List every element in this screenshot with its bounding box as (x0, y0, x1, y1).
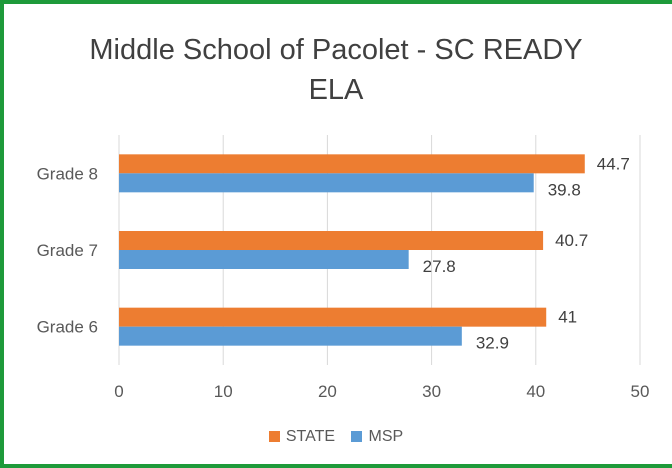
legend-swatch-state (268, 431, 280, 442)
legend-label-state: STATE (285, 428, 336, 445)
chart-title-line-1: Middle School of Pacolet - SC READY (89, 34, 583, 66)
y-tick-label-grade-8: Grade 8 (37, 164, 98, 183)
data-label-msp-grade-7: 27.8 (423, 257, 456, 276)
legend-swatch-msp (351, 431, 363, 442)
chart-title-line-2: ELA (308, 74, 364, 106)
bar-state-grade-6 (119, 307, 547, 327)
bar-msp-grade-6 (119, 326, 462, 346)
y-tick-label-grade-7: Grade 7 (37, 241, 98, 260)
data-label-msp-grade-6: 32.9 (476, 334, 509, 353)
bar-state-grade-7 (119, 231, 544, 250)
legend-label-msp: MSP (368, 428, 404, 445)
x-tick-label-50: 50 (631, 382, 650, 401)
data-label-state-grade-6: 41 (558, 308, 577, 327)
x-tick-label-0: 0 (114, 382, 123, 401)
legend-item-msp: MSP (351, 428, 403, 446)
y-tick-label-grade-6: Grade 6 (37, 318, 98, 337)
bar-msp-grade-8 (119, 173, 534, 193)
legend-item-state: STATE (268, 428, 336, 446)
x-tick-label-10: 10 (214, 382, 233, 401)
x-tick-label-40: 40 (526, 382, 545, 401)
data-label-msp-grade-8: 39.8 (548, 180, 581, 199)
data-label-state-grade-8: 44.7 (597, 154, 630, 173)
x-tick-label-20: 20 (318, 382, 337, 401)
bar-msp-grade-7 (119, 250, 409, 269)
x-tick-label-30: 30 (422, 382, 441, 401)
data-label-state-grade-7: 40.7 (555, 231, 588, 250)
bar-state-grade-8 (119, 154, 585, 174)
legend: STATE MSP (0, 428, 672, 446)
